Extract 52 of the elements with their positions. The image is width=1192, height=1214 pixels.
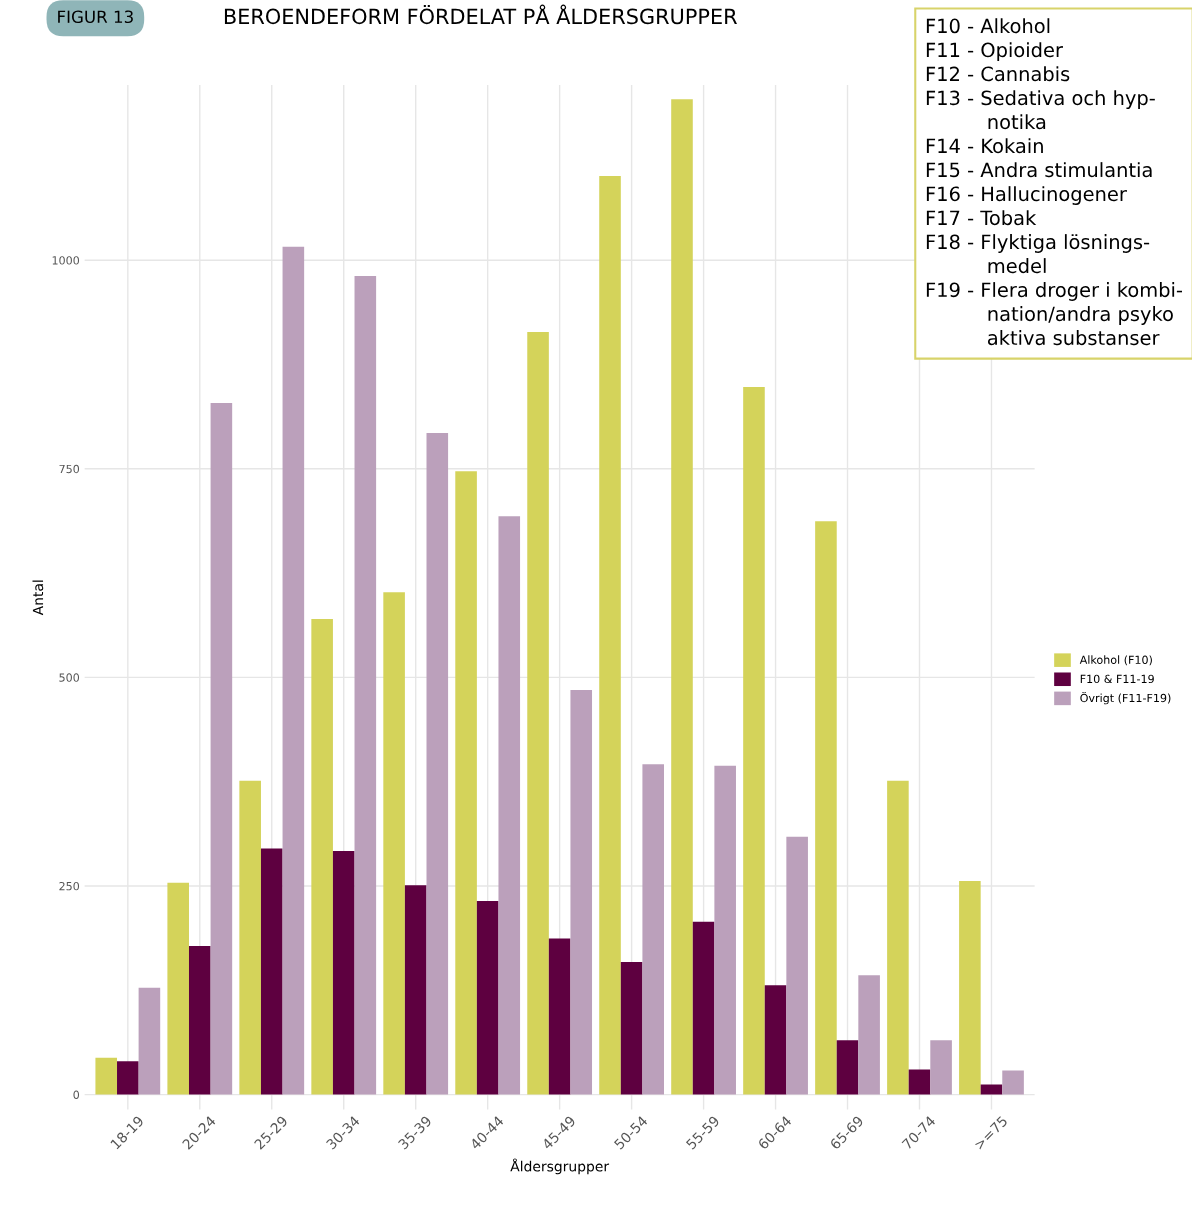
y-tick-label: 1000 (52, 256, 80, 265)
y-tick-label: 500 (59, 673, 80, 682)
bar (354, 276, 377, 1095)
bar (210, 402, 233, 1095)
bar (332, 850, 355, 1095)
bar (858, 975, 880, 1095)
bar (476, 901, 499, 1095)
bar (786, 836, 808, 1095)
bar (1002, 1070, 1024, 1095)
bar (282, 246, 305, 1095)
bar (117, 1061, 139, 1095)
bar (260, 848, 283, 1095)
bar (455, 471, 477, 1095)
bar (426, 432, 449, 1095)
bar (239, 780, 261, 1095)
y-tick-label: 750 (59, 464, 80, 474)
bar (138, 987, 161, 1095)
bar (930, 1040, 952, 1095)
bar (95, 1057, 118, 1095)
bar (692, 921, 715, 1095)
bar (714, 765, 736, 1095)
bar (167, 882, 189, 1095)
bar (980, 1084, 1003, 1095)
bar (887, 780, 909, 1095)
bar (959, 880, 981, 1095)
bar (498, 516, 521, 1095)
legend-label: Alkohol (F10) (1079, 655, 1152, 666)
bar (743, 387, 765, 1095)
bar (548, 938, 571, 1095)
text: F10 - Alkohol F11 - Opioider F12 - Cannabis F13 - Sedativa och hyp- notika F14 - Kokain F15 - Andra stimulantia F16 - Hallucinogener F17 - Tobak F18 - Flyktiga lösnings- medel F19 - Flera droger i kombi- nation/andra psyko aktiva substanser (926, 18, 1182, 346)
bar (671, 99, 693, 1095)
bar (570, 689, 593, 1095)
y-axis-title: Antal (32, 580, 44, 616)
legend-label: F10 & F11-19 (1080, 674, 1154, 684)
bar (404, 885, 427, 1095)
legend-label: Övrigt (F11-F19) (1080, 691, 1171, 705)
y-tick-label: 0 (73, 1090, 80, 1099)
bar (815, 521, 837, 1095)
bar (642, 764, 664, 1095)
bar (764, 985, 787, 1095)
bar (188, 946, 211, 1095)
bar (383, 592, 405, 1095)
bar (620, 961, 643, 1095)
bar (908, 1069, 931, 1095)
chart-title: BEROENDEFORM FÖRDELAT PÅ ÅLDERSGRUPPER (224, 4, 737, 25)
bar (527, 331, 549, 1095)
bar (311, 618, 333, 1095)
y-tick-label: 250 (59, 881, 80, 891)
bar (599, 175, 621, 1095)
bar (836, 1040, 859, 1095)
x-axis-title: Åldersgrupper (510, 1158, 610, 1175)
text: FIGUR 13 (58, 10, 133, 24)
